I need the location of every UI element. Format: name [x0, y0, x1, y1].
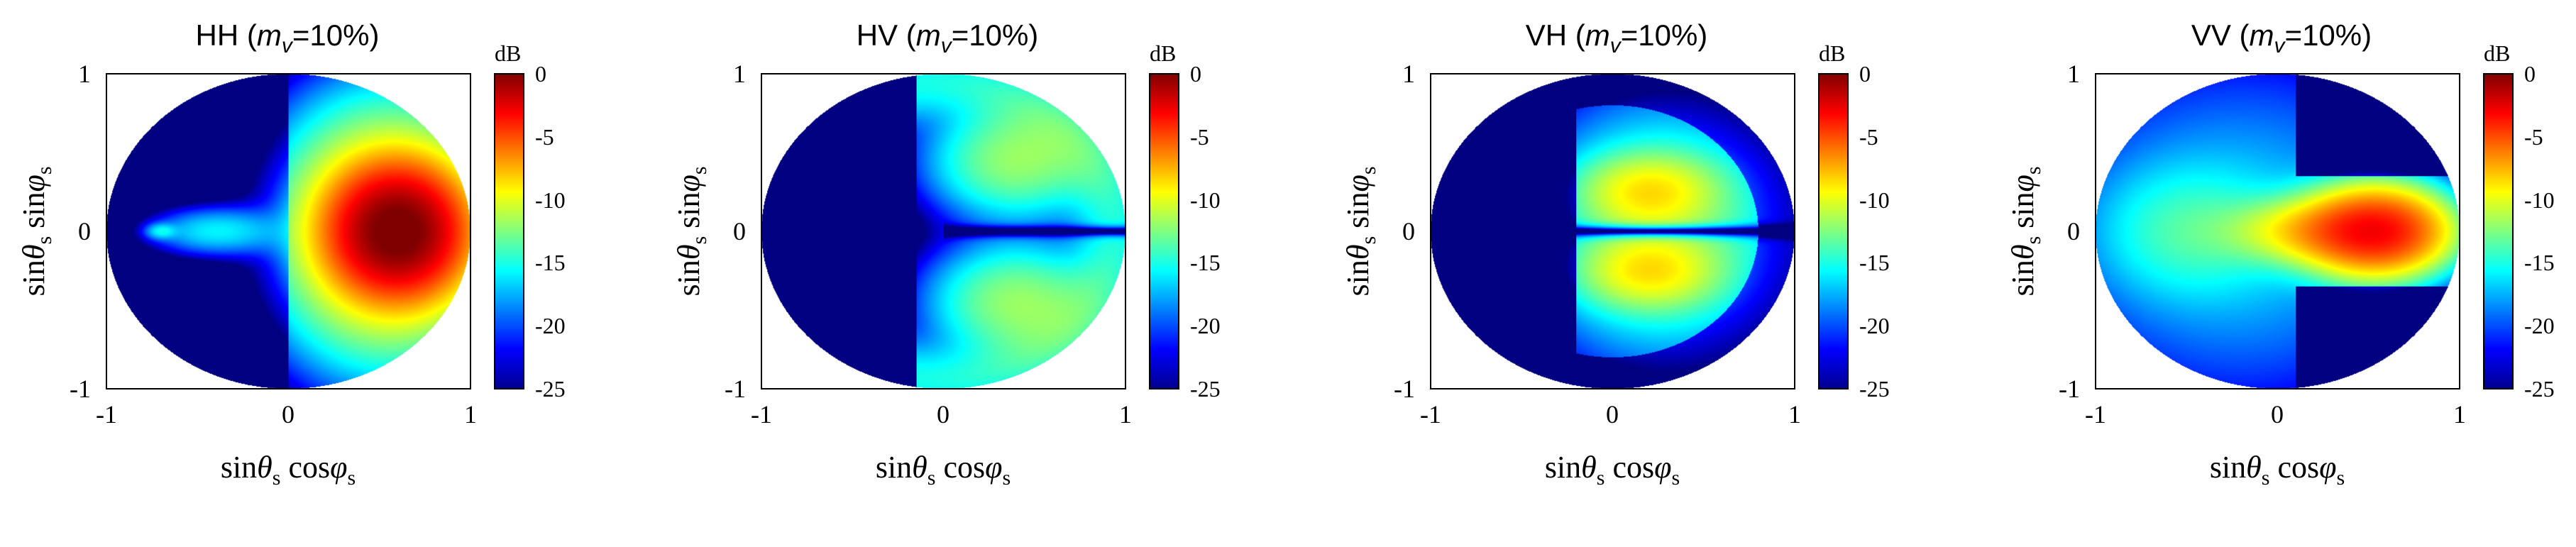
panel-vv: VV (mv=10%) 1 0 -1 -1 0 1 sinθs cosφs si… [2005, 18, 2555, 490]
colorbar-tick-label: -10 [2524, 187, 2555, 213]
x-axis-label: sinθs cosφs [2210, 450, 2345, 490]
colorbar-tick-label: -10 [535, 187, 566, 213]
panel-title: HH (mv=10%) [196, 18, 380, 57]
y-ticks: 1 0 -1 [2059, 60, 2080, 403]
colorbar-tick-label: -20 [2524, 313, 2555, 338]
colorbar-frame [494, 73, 524, 389]
panel-title: VV (mv=10%) [2191, 18, 2372, 57]
y-tick-label: -1 [2059, 375, 2080, 403]
x-tick-label: 1 [464, 400, 477, 429]
y-ticks: 1 0 -1 [70, 60, 91, 403]
x-tick-label: 0 [282, 400, 295, 429]
x-ticks: -1 0 1 [1420, 400, 1801, 429]
colorbar-unit-label: dB [2484, 40, 2510, 66]
colorbar-tick-label: -20 [1859, 313, 1890, 338]
colorbar-tick-label: -5 [2524, 124, 2543, 150]
colorbar-unit-label: dB [495, 40, 521, 66]
colorbar-tick-label: 0 [1190, 61, 1201, 87]
plot-frame [106, 73, 471, 389]
colorbar-tick-label: 0 [1859, 61, 1871, 87]
colorbar-tick-label: -5 [1859, 124, 1878, 150]
y-axis-label: sinθs sinφs [16, 166, 56, 296]
y-tick-label: 0 [1402, 217, 1415, 245]
x-tick-label: -1 [751, 400, 772, 429]
y-tick-label: 1 [78, 60, 91, 88]
colorbar-tick-label: -15 [1190, 250, 1221, 275]
colorbar-tick-label: -20 [1190, 313, 1221, 338]
y-axis-label: sinθs sinφs [2005, 166, 2045, 296]
y-axis-label: sinθs sinφs [1341, 166, 1380, 296]
y-ticks: 1 0 -1 [725, 60, 746, 403]
x-tick-label: -1 [2085, 400, 2106, 429]
panel-hh: HH (mv=10%) 1 0 -1 -1 0 1 sinθs cosφs si… [16, 18, 566, 490]
colorbar-tick-label: -25 [1859, 376, 1890, 402]
x-ticks: -1 0 1 [96, 400, 477, 429]
y-tick-label: 0 [2067, 217, 2080, 245]
x-axis-label: sinθs cosφs [221, 450, 356, 490]
heatmap-image [761, 74, 1125, 389]
colorbar-tick-label: -5 [1190, 124, 1209, 150]
colorbar-tick-label: -25 [1190, 376, 1221, 402]
y-tick-label: 1 [733, 60, 746, 88]
x-axis-label: sinθs cosφs [876, 450, 1011, 490]
x-tick-label: 1 [2453, 400, 2466, 429]
x-tick-label: 0 [2271, 400, 2284, 429]
panel-title: VH (mv=10%) [1526, 18, 1708, 57]
colorbar-unit-label: dB [1150, 40, 1176, 66]
colorbar-tick-label: 0 [535, 61, 546, 87]
colorbar-tick-label: -20 [535, 313, 566, 338]
colorbar-gradient [2484, 74, 2513, 389]
panel-title: HV (mv=10%) [857, 18, 1039, 57]
heatmap-image [1431, 74, 1795, 389]
x-ticks: -1 0 1 [751, 400, 1132, 429]
y-tick-label: 1 [1402, 60, 1415, 88]
x-tick-label: 1 [1788, 400, 1801, 429]
x-ticks: -1 0 1 [2085, 400, 2466, 429]
y-tick-label: 0 [733, 217, 746, 245]
y-tick-label: 1 [2067, 60, 2080, 88]
colorbar-frame [2483, 73, 2514, 389]
y-tick-label: 0 [78, 217, 91, 245]
y-tick-label: -1 [725, 375, 746, 403]
colorbar-tick-label: -15 [2524, 250, 2555, 275]
plot-frame [761, 73, 1126, 389]
colorbar-tick-label: -5 [535, 124, 554, 150]
colorbar-frame [1818, 73, 1849, 389]
colorbar-tick-label: -15 [535, 250, 566, 275]
colorbar-tick-label: -25 [535, 376, 566, 402]
colorbar-tick-label: 0 [2524, 61, 2536, 87]
colorbar-gradient [1819, 74, 1848, 389]
x-tick-label: 0 [1606, 400, 1619, 429]
x-tick-label: 0 [937, 400, 950, 429]
colorbar-tick-label: -15 [1859, 250, 1890, 275]
heatmap-image [2096, 74, 2460, 389]
y-tick-label: -1 [1394, 375, 1415, 403]
colorbar: dB 0 -5 -10 -15 -20 -25 [2483, 40, 2555, 402]
y-ticks: 1 0 -1 [1394, 60, 1415, 403]
colorbar: dB 0 -5 -10 -15 -20 -25 [494, 40, 566, 402]
y-axis-label: sinθs sinφs [671, 166, 711, 296]
y-tick-label: -1 [70, 375, 91, 403]
panel-vh: VH (mv=10%) 1 0 -1 -1 0 1 sinθs cosφs si… [1341, 18, 1890, 490]
colorbar-tick-label: -10 [1859, 187, 1890, 213]
x-tick-label: -1 [1420, 400, 1441, 429]
colorbar-frame [1149, 73, 1179, 389]
colorbar-unit-label: dB [1819, 40, 1845, 66]
colorbar: dB 0 -5 -10 -15 -20 -25 [1818, 40, 1890, 402]
plot-frame [1430, 73, 1795, 389]
colorbar-gradient [495, 74, 524, 389]
heatmap-image [106, 74, 470, 389]
panel-hv: HV (mv=10%) 1 0 -1 -1 0 1 sinθs cosφs si… [671, 18, 1221, 490]
plot-frame [2095, 73, 2460, 389]
colorbar-tick-label: -10 [1190, 187, 1221, 213]
x-tick-label: -1 [96, 400, 117, 429]
x-tick-label: 1 [1119, 400, 1132, 429]
colorbar-tick-label: -25 [2524, 376, 2555, 402]
colorbar: dB 0 -5 -10 -15 -20 -25 [1149, 40, 1221, 402]
x-axis-label: sinθs cosφs [1545, 450, 1680, 490]
colorbar-gradient [1150, 74, 1179, 389]
